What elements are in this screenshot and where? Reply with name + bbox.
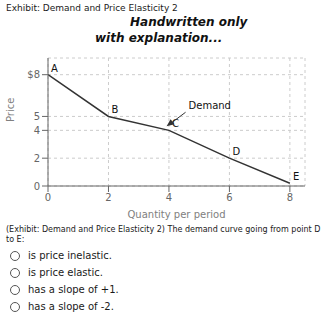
html-text:is price inelastic.: is price inelastic. xyxy=(28,250,112,261)
html-text:is price elastic.: is price elastic. xyxy=(28,267,103,278)
html-text:with explanation...: with explanation... xyxy=(95,31,223,45)
svg-text:0: 0 xyxy=(34,181,40,192)
svg-text:4: 4 xyxy=(34,125,40,136)
svg-text:2: 2 xyxy=(105,192,111,203)
svg-text:Quantity per period: Quantity per period xyxy=(127,209,225,220)
svg-text:E: E xyxy=(293,171,299,182)
svg-text:$8: $8 xyxy=(27,69,40,80)
svg-text:5: 5 xyxy=(34,111,40,122)
svg-text:B: B xyxy=(111,104,118,115)
html-text:Handwritten only: Handwritten only xyxy=(130,15,248,29)
svg-text:8: 8 xyxy=(287,192,293,203)
svg-text:2: 2 xyxy=(34,153,40,164)
svg-text:0: 0 xyxy=(45,192,51,203)
html-text:Exhibit: Demand and Price Elas: Exhibit: Demand and Price Elasticity 2 xyxy=(6,3,178,13)
html-text:has a slope of +1.: has a slope of +1. xyxy=(28,284,119,295)
svg-text:D: D xyxy=(232,146,240,157)
html-text:(Exhibit: Demand and Price Ela: (Exhibit: Demand and Price Elasticity 2)… xyxy=(6,225,321,244)
svg-text:6: 6 xyxy=(226,192,232,203)
svg-text:A: A xyxy=(51,63,58,74)
svg-text:4: 4 xyxy=(166,192,172,203)
svg-text:Demand: Demand xyxy=(189,100,231,111)
svg-text:C: C xyxy=(171,118,179,130)
html-text:has a slope of -2.: has a slope of -2. xyxy=(28,301,114,312)
svg-text:Price: Price xyxy=(8,98,16,122)
